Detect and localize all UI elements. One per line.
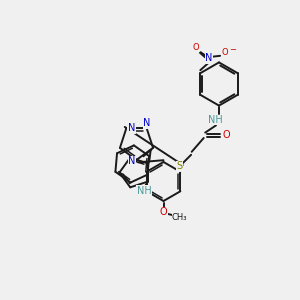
Text: −: − [229,45,236,54]
Text: O: O [221,48,228,57]
Text: CH₃: CH₃ [172,213,188,222]
Text: N: N [205,53,212,63]
Text: N: N [128,123,135,134]
Text: NH: NH [208,115,223,125]
Text: S: S [176,161,182,171]
Text: O: O [193,43,200,52]
Text: N: N [143,118,150,128]
Text: NH: NH [137,186,152,196]
Text: N: N [128,156,136,167]
Text: O: O [223,130,231,140]
Text: O: O [160,207,167,218]
